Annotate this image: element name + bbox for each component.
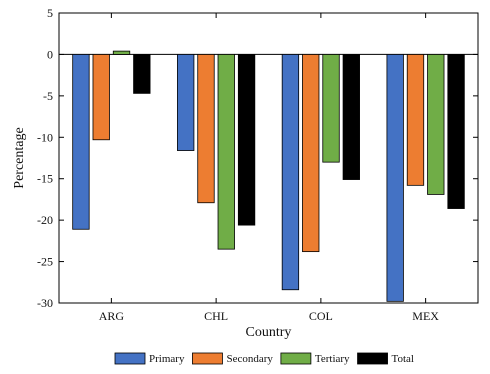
bar-tertiary-chl	[217, 54, 235, 250]
bar-total-mex	[447, 54, 465, 209]
bar-tertiary-arg	[112, 50, 131, 55]
y-tick-label: -25	[37, 255, 53, 269]
legend-label-total: Total	[392, 353, 414, 365]
bar-tertiary-mex	[427, 54, 445, 195]
y-tick-label: -15	[37, 172, 53, 186]
legend: Primary Secondary Tertiary Total	[114, 352, 414, 365]
y-tick-label: 5	[47, 6, 53, 20]
bar-primary-arg	[72, 54, 90, 230]
y-tick-label: 0	[47, 47, 53, 61]
x-tick-label: COL	[309, 309, 333, 323]
legend-swatch-tertiary	[280, 352, 312, 365]
y-tick-label: -30	[37, 296, 53, 310]
bar-primary-mex	[386, 54, 404, 302]
legend-label-primary: Primary	[149, 353, 185, 365]
y-axis-label: Percentage	[12, 127, 27, 188]
y-tick-label: -10	[37, 130, 53, 144]
legend-label-secondary: Secondary	[226, 353, 273, 365]
bar-secondary-col	[302, 54, 320, 253]
bar-tertiary-col	[322, 54, 340, 163]
x-tick-label: MEX	[412, 309, 439, 323]
legend-swatch-primary	[114, 352, 146, 365]
x-axis-label: Country	[246, 325, 292, 340]
bars-group	[72, 50, 465, 302]
ticks-group: 5 0 -5 -10 -15 -20 -25 -30 ARG CHL COL MEX	[37, 6, 478, 323]
bar-secondary-mex	[406, 54, 425, 186]
bar-total-arg	[133, 54, 151, 94]
legend-swatch-secondary	[192, 352, 223, 365]
x-tick-label: CHL	[204, 309, 228, 323]
plot-frame	[58, 12, 479, 304]
y-tick-label: -20	[37, 213, 53, 227]
legend-swatch-total	[357, 352, 388, 365]
legend-label-tertiary: Tertiary	[315, 353, 350, 365]
bar-total-chl	[237, 54, 256, 226]
bar-total-col	[342, 54, 360, 180]
bar-primary-chl	[177, 54, 195, 151]
bar-primary-col	[281, 54, 300, 291]
x-tick-label: ARG	[99, 309, 125, 323]
bar-secondary-chl	[197, 54, 215, 204]
y-tick-label: -5	[43, 89, 53, 103]
bar-secondary-arg	[92, 54, 110, 141]
